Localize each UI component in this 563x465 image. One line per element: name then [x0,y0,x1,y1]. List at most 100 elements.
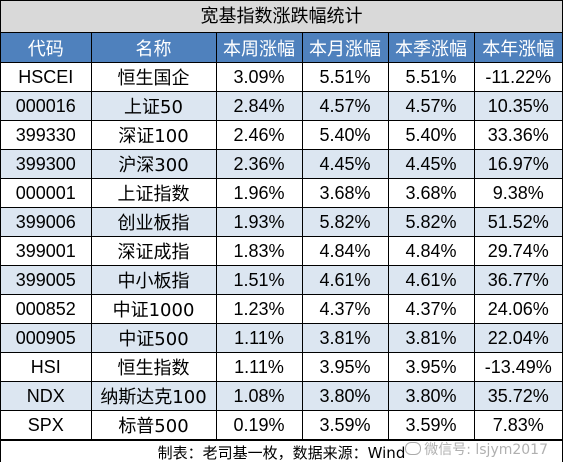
cell-week: 0.19% [215,410,303,440]
cell-week: 1.08% [215,381,303,411]
cell-quarter: 5.82% [387,207,475,237]
column-header-week: 本周涨幅 [215,33,303,63]
cell-code: 399330 [1,120,92,150]
cell-name: 标普500 [90,410,217,440]
table-row: 000016 上证50 2.84% 4.57% 4.57% 10.35% [1,91,562,121]
cell-year: 9.38% [473,178,562,208]
cell-name: 创业板指 [90,207,217,237]
cell-year: 24.06% [473,294,562,324]
cell-year: 7.83% [473,410,562,440]
cell-name: 上证指数 [90,178,217,208]
cell-code: 000905 [1,323,92,353]
cell-name: 纳斯达克100 [90,381,217,411]
cell-week: 1.93% [215,207,303,237]
table-row: 000001 上证指数 1.96% 3.68% 3.68% 9.38% [1,178,562,208]
cell-week: 3.09% [215,62,303,92]
header-row: 代码 名称 本周涨幅 本月涨幅 本季涨幅 本年涨幅 [1,33,562,63]
cell-code: 399300 [1,149,92,179]
table-row: HSCEI 恒生国企 3.09% 5.51% 5.51% -11.22% [1,62,562,92]
cell-code: HSCEI [1,62,92,92]
cell-name: 深证成指 [90,236,217,266]
table-footer-note: 制表：老司基一枚，数据来源：Wind [1,440,562,465]
table-row: 399006 创业板指 1.93% 5.82% 5.82% 51.52% [1,207,562,237]
cell-quarter: 4.45% [387,149,475,179]
index-performance-table: 代码 名称 本周涨幅 本月涨幅 本季涨幅 本年涨幅 HSCEI 恒生国企 3.09%… [1,33,562,440]
cell-code: 000852 [1,294,92,324]
cell-week: 1.96% [215,178,303,208]
cell-year: 10.35% [473,91,562,121]
cell-name: 上证50 [90,91,217,121]
cell-quarter: 3.95% [387,352,475,382]
cell-code: 000001 [1,178,92,208]
cell-year: 51.52% [473,207,562,237]
cell-year: -13.49% [473,352,562,382]
column-header-quarter: 本季涨幅 [387,33,475,63]
cell-month: 4.45% [301,149,389,179]
cell-month: 3.68% [301,178,389,208]
cell-year: 16.97% [473,149,562,179]
cell-name: 深证100 [90,120,217,150]
cell-quarter: 3.81% [387,323,475,353]
table-row: 399300 沪深300 2.36% 4.45% 4.45% 16.97% [1,149,562,179]
cell-week: 1.83% [215,236,303,266]
cell-quarter: 3.68% [387,178,475,208]
cell-month: 3.81% [301,323,389,353]
cell-code: 399005 [1,265,92,295]
table-row: HSI 恒生指数 1.11% 3.95% 3.95% -13.49% [1,352,562,382]
table-row: SPX 标普500 0.19% 3.59% 3.59% 7.83% [1,410,562,440]
cell-month: 4.57% [301,91,389,121]
cell-code: HSI [1,352,92,382]
cell-name: 恒生国企 [90,62,217,92]
cell-name: 中小板指 [90,265,217,295]
cell-name: 沪深300 [90,149,217,179]
table-row: 000852 中证1000 1.23% 4.37% 4.37% 24.06% [1,294,562,324]
table-row: 399330 深证100 2.46% 5.40% 5.40% 33.36% [1,120,562,150]
cell-month: 5.82% [301,207,389,237]
cell-name: 恒生指数 [90,352,217,382]
cell-month: 3.80% [301,381,389,411]
cell-code: SPX [1,410,92,440]
cell-quarter: 3.80% [387,381,475,411]
cell-month: 5.40% [301,120,389,150]
cell-code: 000016 [1,91,92,121]
cell-week: 2.84% [215,91,303,121]
cell-name: 中证500 [90,323,217,353]
cell-week: 1.23% [215,294,303,324]
table-title: 宽基指数涨跌幅统计 [1,1,562,33]
cell-quarter: 5.40% [387,120,475,150]
cell-month: 4.61% [301,265,389,295]
cell-year: 29.74% [473,236,562,266]
table-row: 000905 中证500 1.11% 3.81% 3.81% 22.04% [1,323,562,353]
column-header-year: 本年涨幅 [473,33,562,63]
cell-code: 399001 [1,236,92,266]
cell-week: 2.46% [215,120,303,150]
cell-month: 4.84% [301,236,389,266]
table-row: NDX 纳斯达克100 1.08% 3.80% 3.80% 35.72% [1,381,562,411]
cell-month: 3.95% [301,352,389,382]
cell-quarter: 4.37% [387,294,475,324]
cell-month: 5.51% [301,62,389,92]
cell-year: 35.72% [473,381,562,411]
cell-code: 399006 [1,207,92,237]
watermark-text: 微信号: lsjym2017 [424,442,548,458]
cell-month: 3.59% [301,410,389,440]
cell-month: 4.37% [301,294,389,324]
column-header-name: 名称 [90,33,217,63]
cell-quarter: 4.61% [387,265,475,295]
watermark: 微信号: lsjym2017 [405,439,548,459]
cell-year: -11.22% [473,62,562,92]
cell-year: 22.04% [473,323,562,353]
cell-week: 1.51% [215,265,303,295]
table-row: 399005 中小板指 1.51% 4.61% 4.61% 36.77% [1,265,562,295]
cell-week: 1.11% [215,323,303,353]
cell-name: 中证1000 [90,294,217,324]
cell-code: NDX [1,381,92,411]
cell-quarter: 5.51% [387,62,475,92]
cell-week: 2.36% [215,149,303,179]
cell-week: 1.11% [215,352,303,382]
table-row: 399001 深证成指 1.83% 4.84% 4.84% 29.74% [1,236,562,266]
column-header-month: 本月涨幅 [301,33,389,63]
cell-quarter: 4.57% [387,91,475,121]
cell-year: 33.36% [473,120,562,150]
